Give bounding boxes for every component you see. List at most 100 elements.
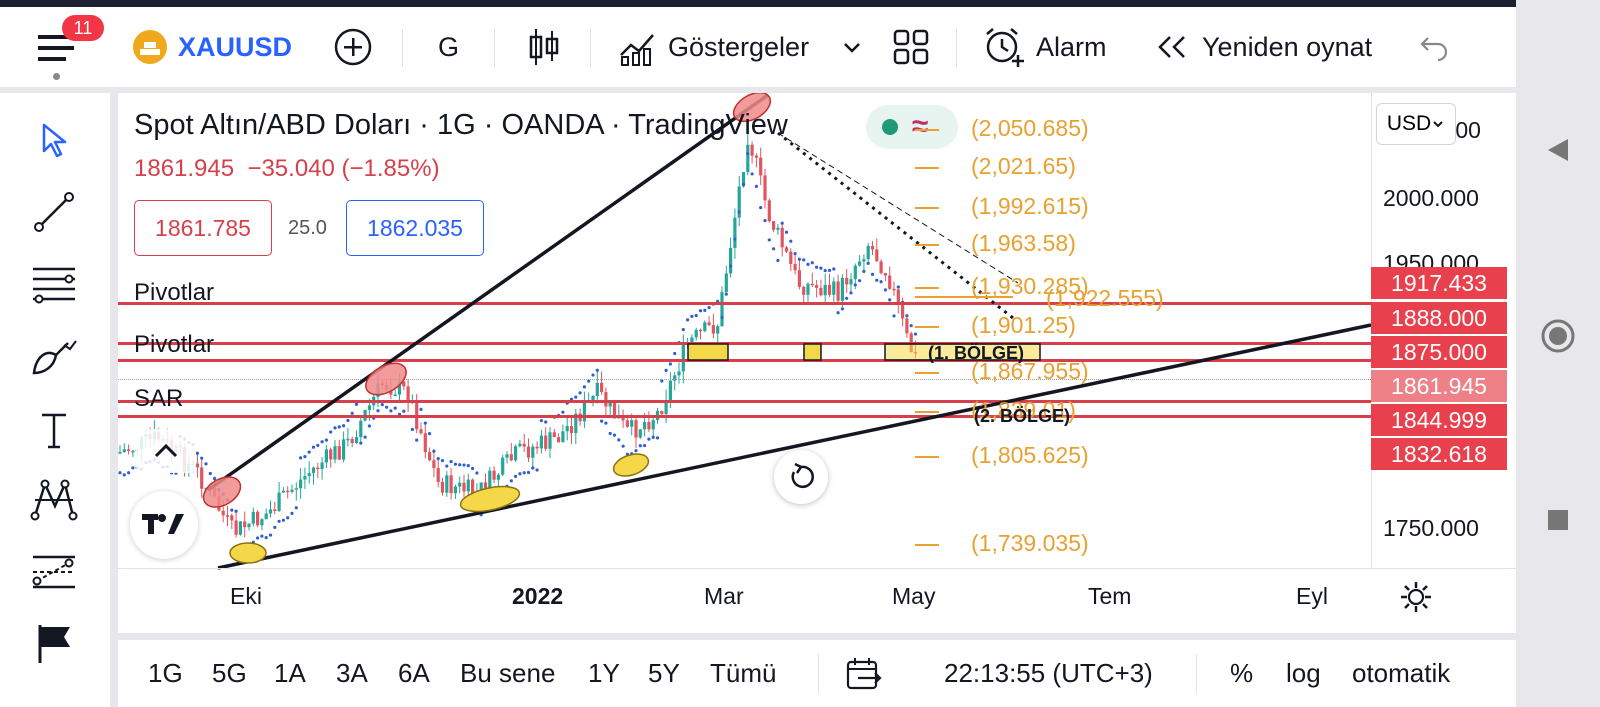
sar-dot [664,368,668,372]
fib-dash [915,544,939,546]
range-all[interactable]: Tümü [710,640,776,707]
sar-dot [419,407,423,411]
candle-body [531,446,535,458]
sar-dot [256,536,260,540]
sar-dot [767,238,771,242]
candle-body [492,470,496,480]
fib-level-label: (1,901.25) [971,312,1076,338]
candle-body [595,382,599,396]
settings-button[interactable] [1398,579,1434,620]
candle-body [793,263,797,271]
candle-body [724,273,728,293]
trend-line-icon [34,192,74,232]
sar-dot [230,508,234,512]
candle-body [784,247,789,252]
clock-timezone[interactable]: 22:13:55 (UTC+3) [944,640,1153,707]
sar-dot [290,511,294,515]
range-1G[interactable]: 1G [148,640,183,707]
log-toggle[interactable]: log [1286,640,1321,707]
bid-price: 1861.785 [155,214,251,241]
time-axis-label: Mar [704,583,744,609]
symbol-selector[interactable]: XAUUSD [132,7,292,87]
pivot-line-1845[interactable] [118,400,1371,403]
alarm-button[interactable]: Alarm [982,7,1107,87]
home-button[interactable] [1540,318,1576,359]
candle-body [208,487,212,490]
fib-tool[interactable] [24,259,84,309]
candle-body [763,175,767,201]
sar-dot [630,452,634,456]
sar-dot [217,488,221,492]
indicators-dropdown[interactable] [840,7,864,87]
interval-button[interactable]: G [438,7,459,87]
fib-dash [915,207,939,209]
sar-dot [858,279,862,283]
candle-body [385,385,389,390]
candle-body [501,457,505,475]
range-5G[interactable]: 5G [212,640,247,707]
range-5Y[interactable]: 5Y [648,640,680,707]
sar-dot [324,438,328,442]
sar-dot [832,267,836,271]
sar-dot [729,264,733,268]
candle-body [518,443,522,447]
range-ytd[interactable]: Bu sene [460,640,555,707]
candle-body [733,217,737,248]
candle-body [716,326,720,334]
tradingview-logo[interactable] [130,491,198,559]
sar-dot [595,368,599,372]
sar-dot [277,519,281,523]
calendar-goto-icon [846,657,882,689]
range-1Y[interactable]: 1Y [588,640,620,707]
sar-dot [307,450,311,454]
pattern-tool[interactable] [24,475,84,525]
pivot-line-1833[interactable] [118,415,1371,418]
percent-toggle[interactable]: % [1230,640,1253,707]
range-6A[interactable]: 6A [398,640,430,707]
candle-body [419,429,423,434]
sar-dot [131,466,135,470]
currency-selector[interactable]: USD [1376,103,1456,145]
prediction-tool[interactable] [24,547,84,597]
trendline-tool[interactable] [24,187,84,237]
sar-dot [264,535,268,540]
indicator-toggle[interactable]: ≈ [866,105,958,149]
rewind-icon [1158,36,1185,58]
ask-box[interactable]: 1862.035 [346,200,484,256]
flag-tool[interactable] [24,619,84,669]
sar-dot [316,443,320,447]
chart-type-button[interactable] [526,7,562,87]
range-3A[interactable]: 3A [336,640,368,707]
chart-area[interactable]: Spot Altın/ABD Doları · 1G · OANDA · Tra… [118,93,1516,633]
sar-dot [802,258,806,262]
add-symbol-button[interactable] [332,7,374,87]
candle-body [195,463,199,468]
range-1A[interactable]: 1A [274,640,306,707]
sar-dot [647,437,651,441]
indicators-button[interactable]: Göstergeler [618,7,809,87]
sar-dot [870,272,875,277]
replay-button[interactable]: Yeniden oynat [1154,7,1372,87]
pivot-line-1868[interactable] [118,359,1371,362]
collapse-button[interactable] [136,429,196,473]
brush-tool[interactable] [24,333,84,383]
sar-dot [415,438,419,442]
undo-button[interactable] [1418,7,1452,87]
sar-dot [634,449,638,453]
pivot-line-1875[interactable] [118,342,1371,345]
price-tag: 1917.433 [1371,267,1507,299]
cursor-tool[interactable] [24,115,84,165]
goto-date-button[interactable] [844,640,884,707]
menu-button[interactable] [34,7,78,87]
layout-button[interactable] [892,7,930,87]
reset-chart-button[interactable] [774,450,828,504]
back-button[interactable] [1544,136,1572,169]
text-tool[interactable] [24,405,84,455]
sar-dot [195,451,199,455]
pivot-line-1888[interactable] [118,302,1371,305]
recents-button[interactable] [1546,508,1570,537]
chevron-down-icon [1433,121,1443,128]
bid-box[interactable]: 1861.785 [134,200,272,256]
auto-toggle[interactable]: otomatik [1352,640,1450,707]
sar-dot [423,421,427,425]
